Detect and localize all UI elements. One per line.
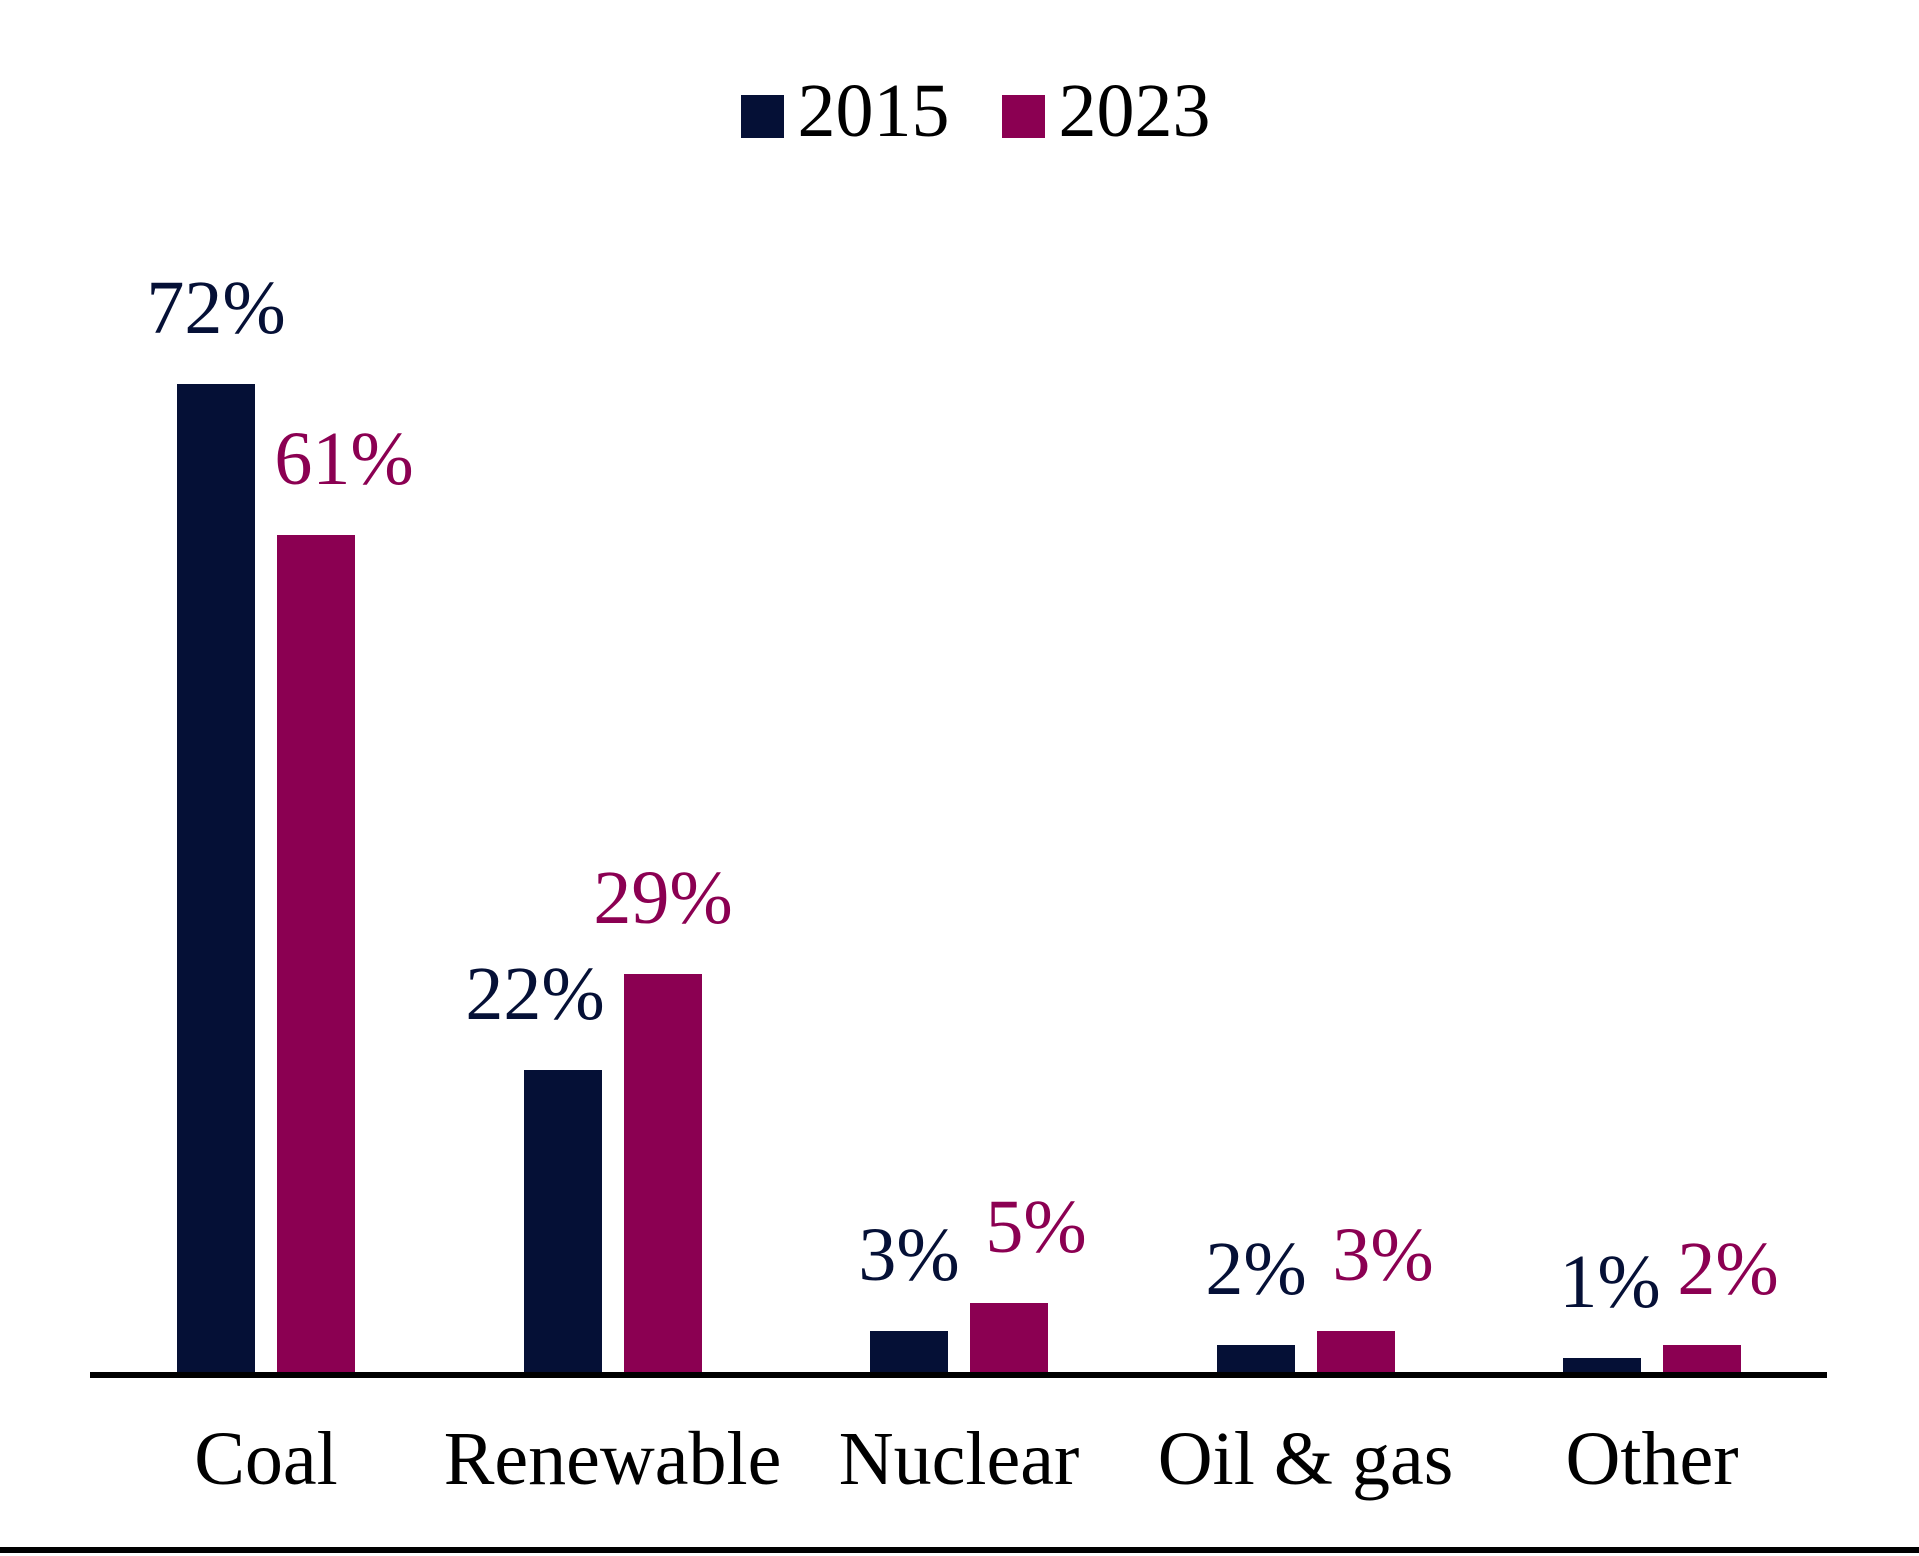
bar-2023-nuclear [970,1303,1048,1372]
bar-2015-nuclear [870,1331,948,1372]
bar-2015-oil-gas [1217,1345,1295,1372]
legend-item-2015: 2015 [740,69,950,153]
category-label-coal: Coal [194,1417,338,1501]
legend-label-2023: 2023 [1058,69,1211,153]
legend-swatch-2015 [740,95,784,138]
bar-2015-coal [177,384,255,1372]
bar-2023-other [1663,1345,1741,1372]
category-label-renewable: Renewable [443,1417,782,1501]
value-label-2023-nuclear: 5% [985,1185,1087,1269]
value-label-2023-oil-gas: 3% [1332,1213,1434,1297]
legend: 2015 2023 [16,73,1919,149]
bottom-border-line [0,1547,1919,1553]
bar-2015-renewable [524,1070,602,1372]
value-label-2015-other: 1% [1559,1240,1661,1324]
x-axis-line [90,1372,1827,1378]
bar-2023-renewable [624,974,702,1372]
bar-2023-coal [277,535,355,1372]
legend-swatch-2023 [1001,95,1045,138]
value-label-2023-coal: 61% [274,417,414,501]
category-label-oil-gas: Oil & gas [1157,1417,1454,1501]
value-label-2015-renewable: 22% [465,952,605,1036]
category-label-other: Other [1565,1417,1739,1501]
value-label-2015-nuclear: 3% [858,1213,960,1297]
legend-label-2015: 2015 [797,69,950,153]
legend-item-2023: 2023 [1001,69,1211,153]
value-label-2023-renewable: 29% [593,856,733,940]
value-label-2015-coal: 72% [146,266,286,350]
value-label-2015-oil-gas: 2% [1205,1227,1307,1311]
bar-2015-other [1563,1358,1641,1372]
category-label-nuclear: Nuclear [838,1417,1080,1501]
bar-2023-oil-gas [1317,1331,1395,1372]
value-label-2023-other: 2% [1677,1227,1779,1311]
